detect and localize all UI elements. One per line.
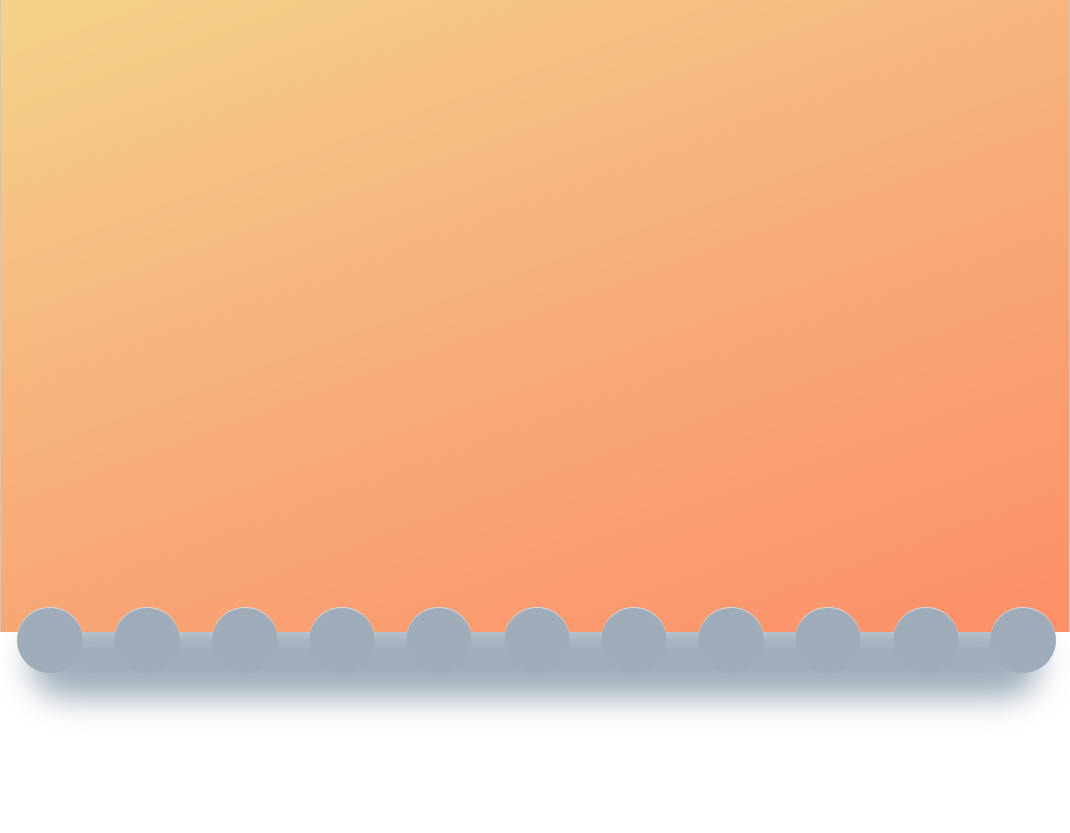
scallop	[406, 607, 473, 673]
gradient-card	[0, 0, 1070, 632]
scallop	[990, 607, 1056, 673]
gradient-fill	[1, 0, 1069, 632]
scallop	[600, 607, 667, 673]
scallop	[17, 607, 83, 673]
scallop	[503, 607, 570, 673]
scalloped-edge	[0, 600, 1070, 673]
scallop	[795, 607, 862, 673]
scallop	[892, 607, 959, 673]
scallop	[698, 607, 765, 673]
scallop	[114, 607, 181, 673]
scallop	[211, 607, 278, 673]
scallop	[308, 607, 375, 673]
